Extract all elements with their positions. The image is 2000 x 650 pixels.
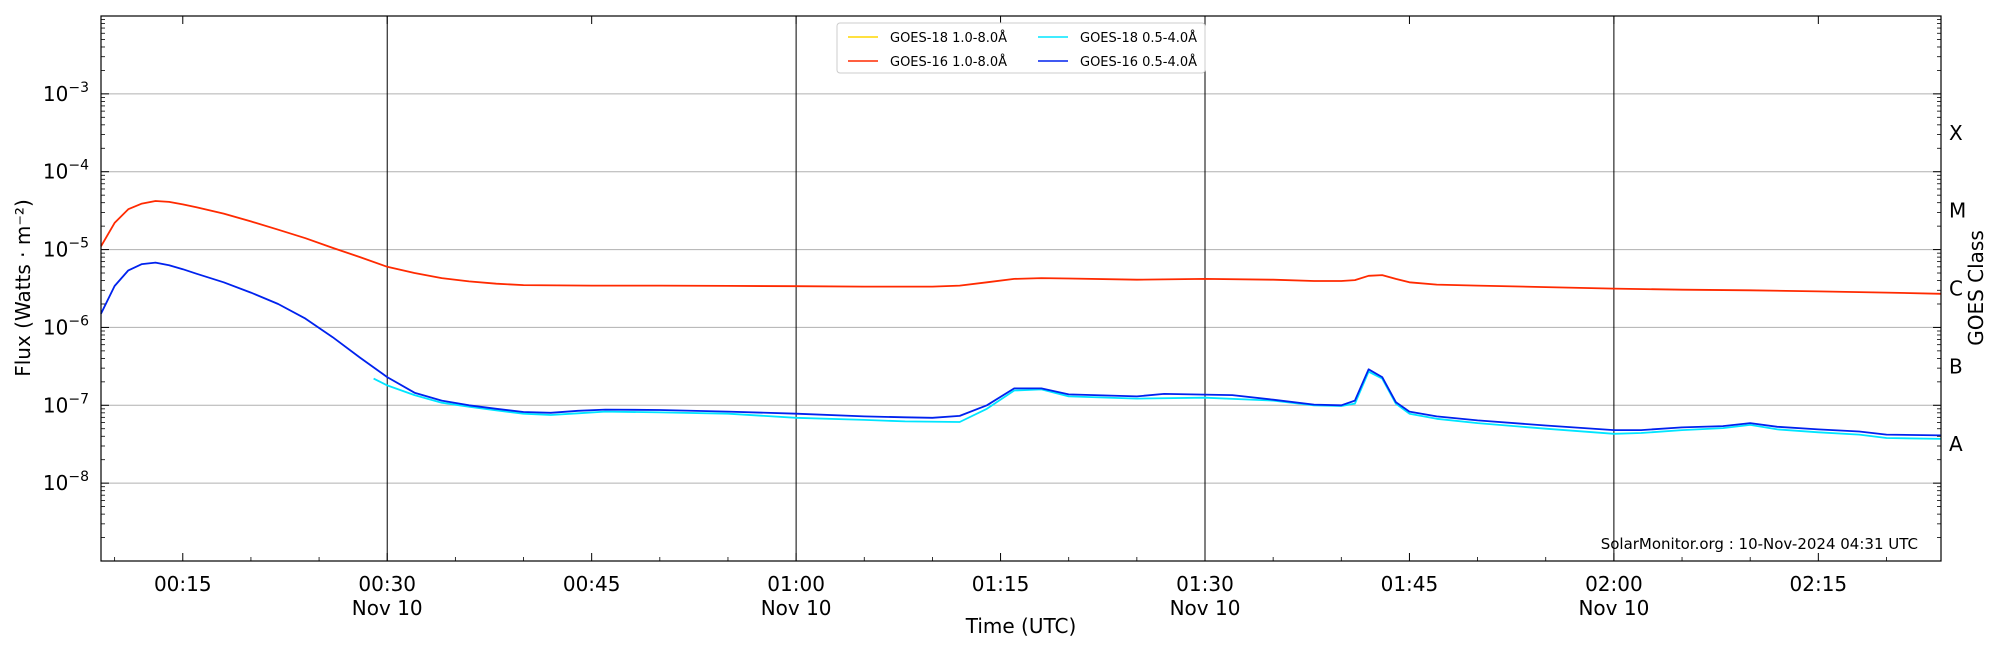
- x-tick-date-label: Nov 10: [1578, 596, 1649, 620]
- legend-label-3: GOES-18 0.5-4.0Å: [1080, 30, 1197, 46]
- y-tick-label: 10−7: [43, 391, 89, 417]
- legend-box: [836, 22, 1206, 74]
- goes-class-label: C: [1949, 277, 1963, 301]
- y-tick-label: 10−6: [43, 313, 89, 339]
- legend-label-1: GOES-18 1.0-8.0Å: [890, 30, 1007, 46]
- x-tick-label: 01:45: [1381, 572, 1439, 596]
- x-tick-label: 02:00: [1585, 572, 1643, 596]
- goes-class-label: B: [1949, 354, 1963, 378]
- x-tick-date-label: Nov 10: [352, 596, 423, 620]
- legend: GOES-18 1.0-8.0Å GOES-16 1.0-8.0Å GOES-18 …: [836, 22, 1206, 74]
- x-tick-date-label: Nov 10: [1170, 596, 1241, 620]
- y-tick-label: 10−4: [43, 158, 89, 184]
- plot-frame: [100, 15, 1942, 562]
- series-lines: [100, 200, 1942, 440]
- goes-class-label: M: [1949, 199, 1966, 223]
- x-tick-label: 01:30: [1176, 572, 1234, 596]
- x-tick-label: 02:15: [1790, 572, 1848, 596]
- y2-axis-title: GOES Class: [1964, 230, 1988, 346]
- x-tick-label: 01:00: [767, 572, 825, 596]
- y-tick-label: 10−3: [43, 80, 89, 106]
- legend-label-4: GOES-16 0.5-4.0Å: [1080, 54, 1197, 70]
- x-tick-label: 00:30: [358, 572, 416, 596]
- x-axis-title: Time (UTC): [965, 614, 1077, 638]
- goes-class-label: A: [1949, 432, 1963, 456]
- y-tick-label: 10−8: [43, 469, 89, 495]
- legend-label-2: GOES-16 1.0-8.0Å: [890, 54, 1007, 70]
- x-tick-label: 00:15: [154, 572, 212, 596]
- y-tick-label: 10−5: [43, 236, 89, 262]
- series-line-2: [100, 200, 1942, 295]
- y-axis-title: Flux (Watts · m⁻²): [11, 199, 35, 377]
- series-line-3: [373, 370, 1942, 440]
- x-tick-label: 00:45: [563, 572, 621, 596]
- credit-text: SolarMonitor.org : 10-Nov-2024 04:31 UTC: [1601, 535, 1918, 553]
- x-tick-date-label: Nov 10: [761, 596, 832, 620]
- series-line-4: [100, 261, 1942, 437]
- grid: [101, 16, 1941, 561]
- x-tick-label: 01:15: [972, 572, 1030, 596]
- goes-class-label: X: [1949, 121, 1963, 145]
